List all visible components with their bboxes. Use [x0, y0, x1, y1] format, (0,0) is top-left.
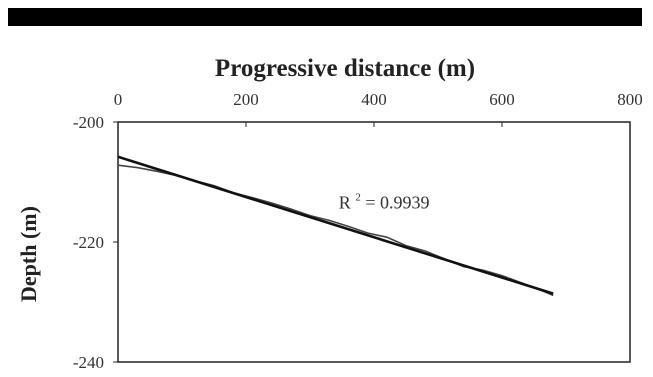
x-tick-label: 800	[617, 90, 643, 109]
y-tick-label: -200	[73, 113, 104, 132]
top-banner-bar	[8, 8, 642, 26]
x-tick-label: 0	[114, 90, 123, 109]
y-tick-label: -240	[73, 353, 104, 372]
plot-frame	[117, 121, 631, 363]
r-squared-annotation: R 2 = 0.9939	[339, 184, 430, 212]
series-group	[117, 155, 554, 297]
annotation-value: = 0.9939	[365, 192, 429, 212]
tick-group: 0 200 400 600 800 -200 -220 -240	[73, 90, 643, 372]
x-tick-label: 600	[489, 90, 515, 109]
depth-profile-line	[117, 164, 554, 297]
y-tick-label: -220	[73, 233, 104, 252]
y-axis-label: Depth (m)	[16, 206, 41, 302]
x-tick-label: 400	[361, 90, 387, 109]
annotation-superscript: 2	[355, 191, 361, 203]
annotation-r: R	[339, 192, 351, 212]
x-tick-label: 200	[233, 90, 259, 109]
x-axis-label: Progressive distance (m)	[215, 55, 475, 82]
linear-trendline	[117, 155, 554, 295]
